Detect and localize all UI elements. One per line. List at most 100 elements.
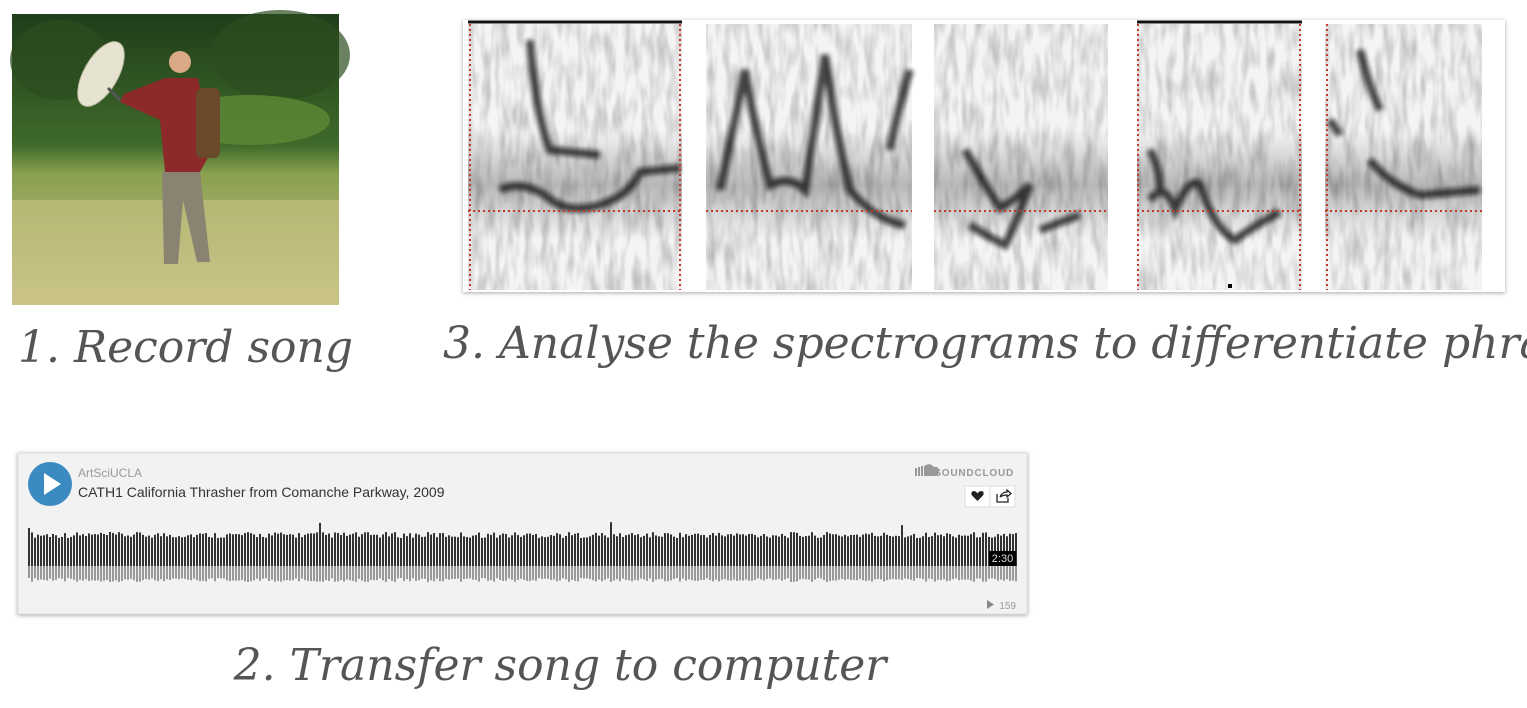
wave-bar-reflection xyxy=(223,566,225,579)
wave-bar-reflection xyxy=(226,566,228,581)
wave-bar xyxy=(481,537,483,566)
wave-bar xyxy=(775,535,777,566)
wave-bar-reflection xyxy=(565,566,567,580)
brand-logo[interactable] xyxy=(915,464,939,476)
track-title[interactable]: CATH1 California Thrasher from Comanche … xyxy=(78,484,445,500)
wave-bar xyxy=(769,537,771,566)
wave-bar xyxy=(883,532,885,566)
wave-bar-reflection xyxy=(433,566,435,582)
wave-bar-reflection xyxy=(412,566,414,579)
wave-bar xyxy=(454,536,456,566)
wave-bar-reflection xyxy=(184,566,186,579)
wave-bar xyxy=(559,534,561,566)
wave-bar-reflection xyxy=(85,566,87,580)
wave-bar-reflection xyxy=(646,566,648,581)
wave-bar xyxy=(580,537,582,566)
wave-bar xyxy=(721,535,723,566)
share-button[interactable] xyxy=(989,485,1016,508)
wave-bar xyxy=(79,535,81,566)
wave-bar xyxy=(616,536,618,566)
wave-bar xyxy=(820,537,822,566)
wave-bar xyxy=(247,532,249,566)
wave-bar xyxy=(319,522,321,566)
wave-bar xyxy=(31,532,33,566)
wave-bar-reflection xyxy=(952,566,954,580)
wave-bar xyxy=(550,534,552,566)
wave-bar-reflection xyxy=(424,566,426,579)
wave-bar-reflection xyxy=(220,566,222,579)
wave-bar xyxy=(865,533,867,566)
spectrogram-trace xyxy=(498,39,681,213)
wave-bar xyxy=(457,537,459,566)
wave-bar-reflection xyxy=(475,566,477,580)
wave-bar xyxy=(100,532,102,566)
wave-bar xyxy=(391,533,393,566)
wave-bar-reflection xyxy=(925,566,927,582)
spectrogram-trace xyxy=(1146,148,1282,245)
wave-bar-reflection xyxy=(781,566,783,581)
wave-bar-reflection xyxy=(685,566,687,581)
wave-bar xyxy=(925,532,927,566)
wave-bar-reflection xyxy=(202,566,204,581)
wave-bar-reflection xyxy=(742,566,744,581)
wave-bar-reflection xyxy=(481,566,483,579)
wave-bar xyxy=(85,536,87,566)
wave-bar-reflection xyxy=(148,566,150,580)
wave-bar-reflection xyxy=(466,566,468,579)
waveform[interactable] xyxy=(28,522,1017,582)
wave-bar xyxy=(307,533,309,566)
wave-bar xyxy=(892,536,894,566)
wave-bar-reflection xyxy=(337,566,339,582)
wave-bar xyxy=(691,534,693,566)
wave-bar-reflection xyxy=(436,566,438,579)
wave-bar-reflection xyxy=(664,566,666,582)
wave-bar xyxy=(718,532,720,566)
wave-bar-reflection xyxy=(868,566,870,581)
wave-bar xyxy=(178,536,180,566)
wave-bar xyxy=(604,535,606,566)
wave-bar xyxy=(601,533,603,566)
wave-bar-reflection xyxy=(40,566,42,580)
play-button[interactable] xyxy=(28,462,72,506)
wave-bar xyxy=(778,536,780,566)
wave-bar xyxy=(760,535,762,566)
wave-bar xyxy=(709,535,711,566)
wave-bar-reflection xyxy=(676,566,678,579)
wave-bar xyxy=(226,534,228,566)
wave-bar xyxy=(910,535,912,566)
wave-bar-reflection xyxy=(529,566,531,581)
wave-bar xyxy=(145,536,147,566)
wave-bar xyxy=(301,537,303,566)
wave-bar-reflection xyxy=(823,566,825,581)
wave-bar xyxy=(556,533,558,566)
wave-bar xyxy=(229,533,231,566)
wave-bar xyxy=(70,536,72,566)
wave-bar-reflection xyxy=(535,566,537,581)
wave-bar xyxy=(73,535,75,566)
wave-bar xyxy=(979,537,981,566)
wave-bar xyxy=(919,537,921,566)
wave-bar xyxy=(829,533,831,566)
wave-bar-reflection xyxy=(478,566,480,582)
like-button[interactable] xyxy=(964,485,991,508)
brand[interactable]: SOUNDCLOUD xyxy=(934,468,1014,479)
play-count: 159 xyxy=(999,601,1016,612)
wave-bar-reflection xyxy=(370,566,372,581)
wave-bar-reflection xyxy=(115,566,117,581)
wave-bar-reflection xyxy=(289,566,291,581)
wave-bar xyxy=(199,533,201,566)
uploader[interactable]: ArtSciUCLA xyxy=(78,466,142,480)
wave-bar xyxy=(637,534,639,566)
wave-bar-reflection xyxy=(511,566,513,580)
wave-bar-reflection xyxy=(760,566,762,580)
wave-bar-reflection xyxy=(271,566,273,580)
wave-bar xyxy=(766,536,768,566)
wave-bar-reflection xyxy=(1009,566,1011,581)
wave-bar xyxy=(961,535,963,566)
wave-bar-reflection xyxy=(430,566,432,581)
wave-bar-reflection xyxy=(331,566,333,579)
wave-bar xyxy=(370,534,372,566)
wave-bar-reflection xyxy=(154,566,156,581)
wave-bar-reflection xyxy=(301,566,303,579)
wave-bar-reflection xyxy=(730,566,732,581)
